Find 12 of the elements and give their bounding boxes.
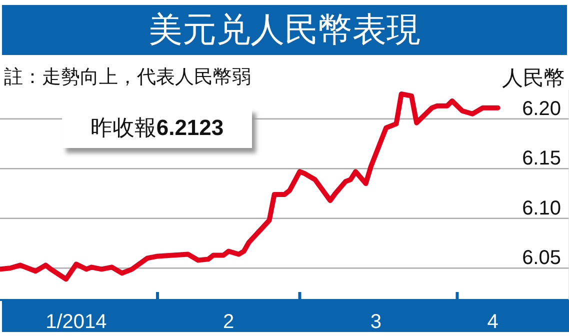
y-tick-label: 6.15 xyxy=(522,148,561,170)
x-tick-label: 2 xyxy=(223,311,234,333)
x-tick-label: 4 xyxy=(487,311,498,333)
y-tick-label: 6.05 xyxy=(522,247,561,270)
annotation: 昨收報6.2123 xyxy=(62,108,252,148)
y-tick-label: 6.20 xyxy=(522,98,561,120)
x-tick-label: 3 xyxy=(370,311,382,333)
y-axis-title: 人民幣 xyxy=(502,66,565,92)
text: 註：走勢向上，代表人民幣弱 xyxy=(4,65,251,90)
x-tick-label: 1/2014 xyxy=(46,311,107,333)
y-tick-label: 6.10 xyxy=(522,197,561,220)
chart-title: 美元兑人民幣表現 xyxy=(2,5,567,55)
